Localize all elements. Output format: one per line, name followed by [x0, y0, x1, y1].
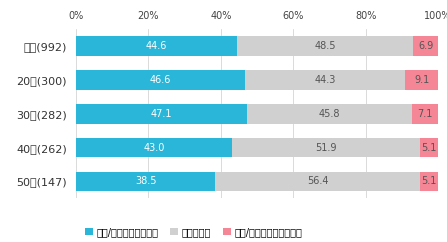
- Text: 5.1: 5.1: [421, 143, 437, 153]
- Text: 46.6: 46.6: [150, 75, 171, 85]
- Text: 43.0: 43.0: [143, 143, 164, 153]
- Bar: [420, 172, 438, 191]
- Text: 44.6: 44.6: [146, 41, 168, 51]
- Text: 9.1: 9.1: [414, 75, 429, 85]
- Text: 56.4: 56.4: [307, 176, 328, 187]
- Text: 44.3: 44.3: [314, 75, 336, 85]
- Text: 48.5: 48.5: [315, 41, 336, 51]
- Bar: [76, 70, 245, 90]
- Bar: [237, 36, 413, 56]
- Text: 47.1: 47.1: [151, 109, 172, 119]
- Legend: 応募/入社意欲が高まる, 変わらない, 応募/入社意欲が低くなる: 応募/入社意欲が高まる, 変わらない, 応募/入社意欲が低くなる: [81, 223, 306, 241]
- Text: 51.9: 51.9: [315, 143, 337, 153]
- Text: 38.5: 38.5: [135, 176, 156, 187]
- Text: 45.8: 45.8: [319, 109, 340, 119]
- Bar: [215, 172, 420, 191]
- Bar: [245, 70, 405, 90]
- Bar: [247, 104, 412, 124]
- Text: 6.9: 6.9: [418, 41, 433, 51]
- Bar: [405, 70, 438, 90]
- Bar: [232, 138, 420, 158]
- Bar: [76, 138, 232, 158]
- Bar: [76, 104, 247, 124]
- Text: 5.1: 5.1: [421, 176, 437, 187]
- Text: 7.1: 7.1: [417, 109, 433, 119]
- Bar: [420, 138, 438, 158]
- Bar: [412, 104, 438, 124]
- Bar: [76, 172, 215, 191]
- Bar: [76, 36, 237, 56]
- Bar: [413, 36, 438, 56]
